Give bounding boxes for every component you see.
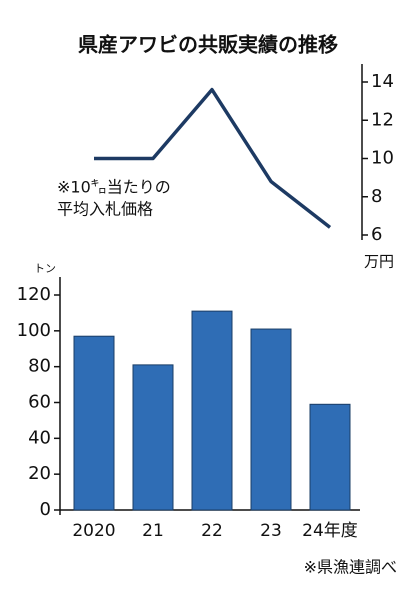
y-tick-label: 6 (371, 224, 382, 245)
bar (250, 328, 292, 511)
x-tick-label: 2020 (72, 521, 115, 541)
y-tick-label: 120 (17, 284, 51, 305)
y-tick-label: 60 (28, 392, 51, 413)
x-tick-label: 22 (201, 521, 223, 541)
source-note: ※県漁連調べ (304, 558, 397, 577)
x-tick-label: 23 (260, 521, 282, 541)
bar (309, 403, 351, 511)
y-tick-label: 40 (28, 427, 51, 448)
line-series (94, 87, 332, 229)
y-tick-label: 8 (371, 186, 382, 207)
x-tick-label: 24年度 (302, 521, 358, 541)
y-tick-label: 10 (371, 148, 394, 169)
y-tick-label: 80 (28, 356, 51, 377)
y-tick-label: 0 (40, 499, 51, 520)
annotation: ※10㌔当たりの (57, 178, 171, 197)
chart-title: 県産アワビの共販実績の推移 (78, 33, 338, 57)
y-tick-label: 12 (371, 109, 394, 130)
y-tick-label: 14 (371, 71, 394, 92)
y-unit: 万円 (364, 253, 394, 271)
annotation: 平均入札価格 (57, 200, 153, 219)
x-tick-label: 21 (142, 521, 164, 541)
bar (73, 335, 115, 511)
y-unit: トン (34, 262, 56, 275)
y-tick-label: 20 (28, 463, 51, 484)
bar (191, 310, 233, 511)
bar (132, 364, 174, 511)
y-tick-label: 100 (17, 320, 51, 341)
